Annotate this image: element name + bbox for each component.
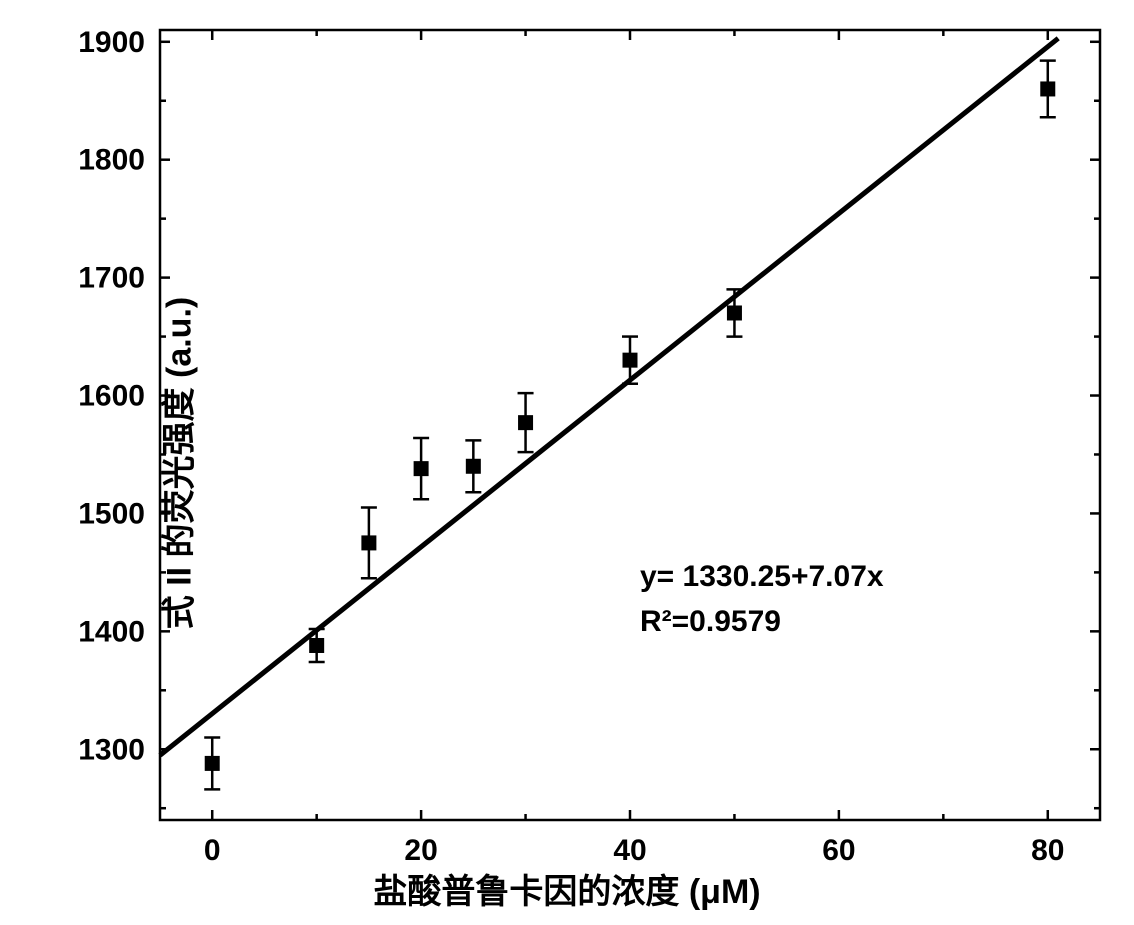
svg-text:1500: 1500 — [78, 497, 145, 530]
svg-text:1900: 1900 — [78, 26, 145, 59]
fit-equation-line-1: y= 1330.25+7.07x — [640, 560, 884, 594]
svg-text:80: 80 — [1031, 834, 1064, 867]
fit-equation-line-2: R²=0.9579 — [640, 605, 781, 639]
x-axis-label: 盐酸普鲁卡因的浓度 (μM) — [0, 864, 1134, 913]
svg-text:1400: 1400 — [78, 615, 145, 648]
chart-container: 式 II 的荧光强度 (a.u.) 盐酸普鲁卡因的浓度 (μM) y= 1330… — [0, 0, 1134, 925]
y-axis-label: 式 II 的荧光强度 (a.u.) — [152, 296, 201, 628]
svg-text:0: 0 — [204, 834, 221, 867]
svg-text:1300: 1300 — [78, 733, 145, 766]
svg-text:1700: 1700 — [78, 262, 145, 295]
svg-text:40: 40 — [613, 834, 646, 867]
svg-text:1600: 1600 — [78, 380, 145, 413]
svg-text:1800: 1800 — [78, 144, 145, 177]
svg-text:60: 60 — [822, 834, 855, 867]
svg-text:20: 20 — [404, 834, 437, 867]
